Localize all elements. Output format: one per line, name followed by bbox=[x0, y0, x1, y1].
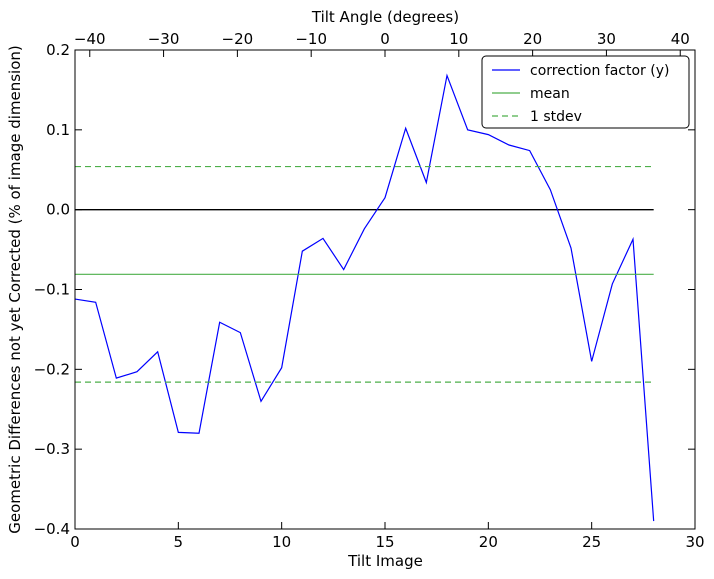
top-tick-label: 0 bbox=[380, 30, 390, 48]
series-line-0 bbox=[74, 73, 655, 522]
x-tick-label: 15 bbox=[375, 533, 394, 551]
y-tick-label: −0.1 bbox=[34, 281, 70, 299]
x-tick-label: 5 bbox=[174, 533, 184, 551]
y-tick-label: 0.2 bbox=[46, 41, 70, 59]
x-tick-label: 0 bbox=[70, 533, 80, 551]
top-tick-label: −40 bbox=[74, 30, 106, 48]
legend-label: 1 stdev bbox=[530, 109, 582, 125]
legend-label: mean bbox=[530, 86, 570, 102]
y-tick-label: 0.1 bbox=[46, 121, 70, 139]
y-axis-label: Geometric Differences not yet Corrected … bbox=[6, 45, 24, 534]
top-tick-label: 10 bbox=[449, 30, 468, 48]
top-tick-label: 20 bbox=[523, 30, 542, 48]
x-tick-label: 20 bbox=[479, 533, 498, 551]
top-tick-label: −20 bbox=[222, 30, 254, 48]
top-tick-label: 40 bbox=[671, 30, 690, 48]
x-tick-label: 25 bbox=[582, 533, 601, 551]
series-layer bbox=[74, 73, 655, 522]
ticks-layer: 0 5 10 15 20 25 30 −0.4 −0.3 −0.2 −0.1 0.0 0.1 0.2−40… bbox=[34, 30, 705, 551]
y-tick-label: 0.0 bbox=[46, 201, 70, 219]
top-axis-label: Tilt Angle (degrees) bbox=[311, 8, 459, 26]
y-tick-label: −0.4 bbox=[34, 520, 70, 538]
top-tick-label: −30 bbox=[148, 30, 180, 48]
x-axis-label: Tilt Image bbox=[347, 552, 423, 570]
x-tick-label: 30 bbox=[685, 533, 704, 551]
top-tick-label: 30 bbox=[597, 30, 616, 48]
legend-label: correction factor (y) bbox=[530, 63, 669, 79]
top-tick-label: −10 bbox=[295, 30, 327, 48]
legend-box bbox=[481, 55, 690, 129]
x-tick-label: 10 bbox=[272, 533, 291, 551]
y-tick-label: −0.2 bbox=[34, 360, 70, 378]
y-tick-label: −0.3 bbox=[34, 440, 70, 458]
legend: correction factor (y) mean 1 stdev bbox=[481, 55, 690, 129]
